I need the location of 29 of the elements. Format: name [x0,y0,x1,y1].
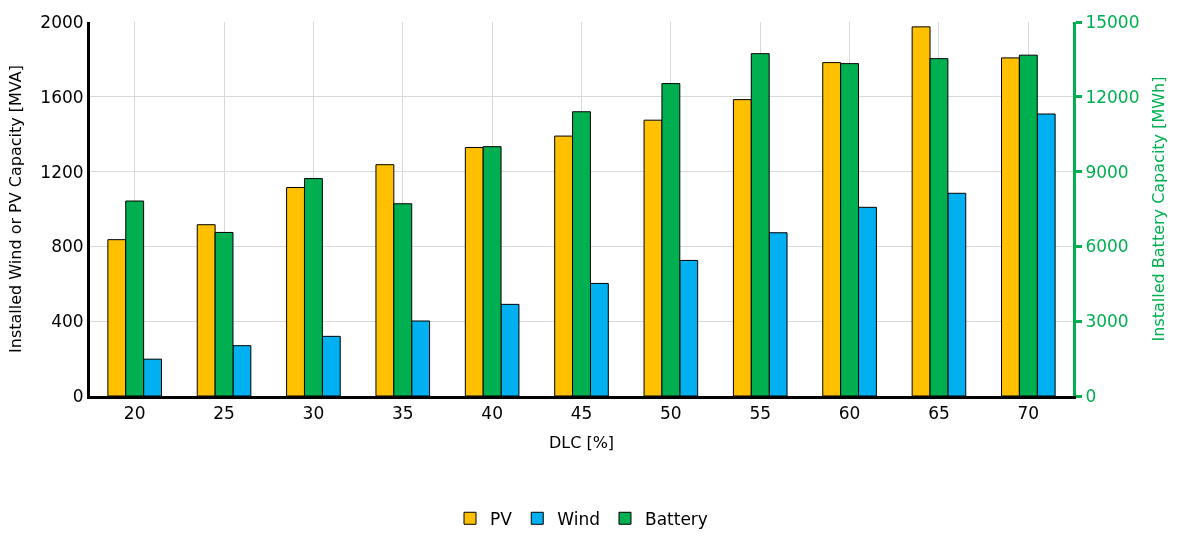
y-tick-label: 1600 [40,86,84,107]
y2-tick-label: 15000 [1085,11,1140,32]
legend-label: Wind [557,508,600,529]
x-tick-label: 65 [928,403,950,424]
legend-label: Battery [644,508,708,529]
legend-label: PV [490,508,513,529]
x-tick-label: 25 [213,403,235,424]
x-tick-label: 20 [123,403,146,424]
y2-tick-label: 3000 [1085,311,1129,332]
x-tick-label: 35 [391,403,414,424]
y-tick-label: 0 [72,385,84,406]
y2-tick-label: 12000 [1085,86,1140,107]
y2-tick-label: 6000 [1085,236,1129,257]
y-tick-label: 1200 [40,161,84,182]
y-axis-title: Installed Wind or PV Capacity [MVA] [6,65,26,353]
y2-axis-title: Installed Battery Capacity [MWh] [1149,76,1169,342]
y-tick-label: 2000 [40,11,84,32]
x-axis-title: DLC [%] [548,433,615,453]
x-tick-label: 45 [570,403,593,424]
x-tick-label: 55 [749,403,772,424]
y-tick-label: 400 [51,311,84,332]
x-tick-label: 60 [838,403,861,424]
y2-tick-label: 0 [1085,385,1097,406]
x-tick-label: 30 [302,403,325,424]
x-tick-label: 70 [1017,403,1040,424]
y-tick-label: 800 [51,236,84,257]
x-tick-label: 40 [481,403,503,424]
x-tick-label: 50 [660,403,682,424]
y2-tick-label: 9000 [1085,161,1129,182]
